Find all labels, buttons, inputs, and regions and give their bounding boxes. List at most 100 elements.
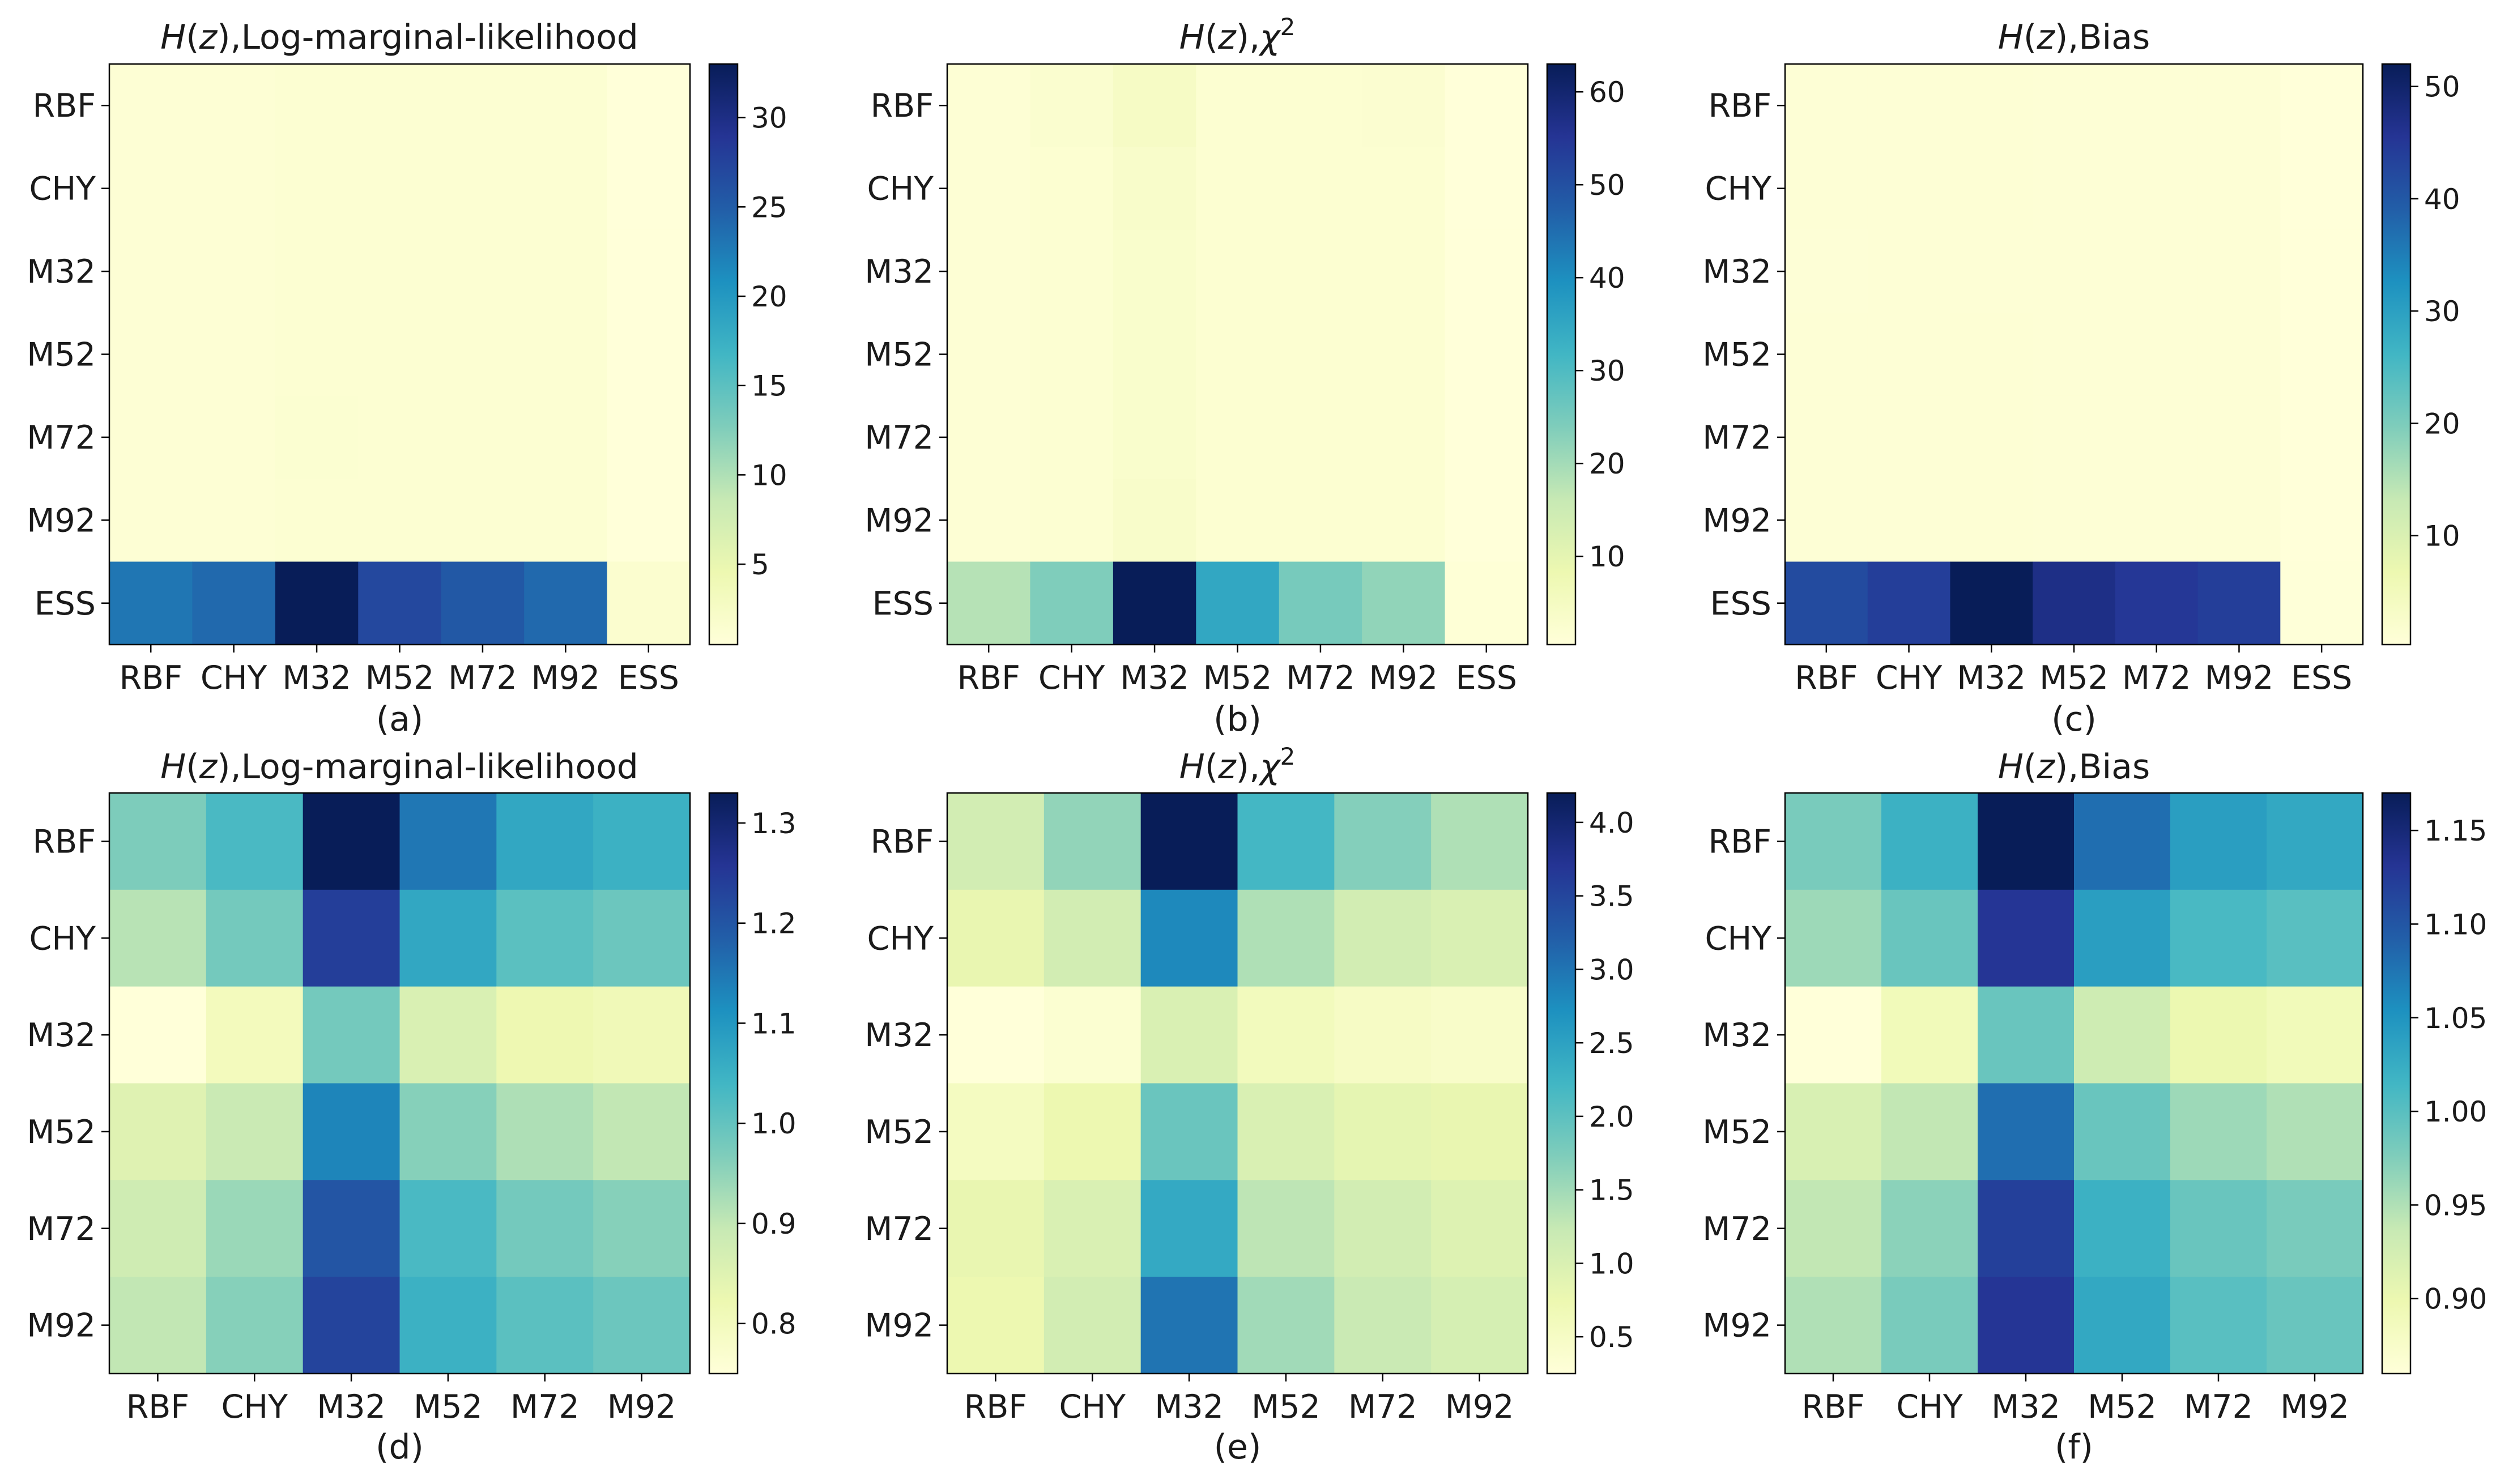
colorbar-tick-label: 0.9 [751,1208,797,1240]
heatmap-cell [1140,1180,1238,1277]
heatmap-cell [2197,479,2281,562]
heatmap-cell [1237,1277,1335,1374]
heatmap-cell [947,479,1031,562]
y-tick-label: M92 [27,502,96,539]
heatmap-cell [1113,395,1196,479]
heatmap-cell [2033,395,2116,479]
heatmap-cell [2197,229,2281,313]
heatmap-cell [192,64,276,148]
heatmap-cell [1043,793,1142,890]
x-tick-label: ESS [1456,659,1517,697]
heatmap-cell [275,147,359,231]
heatmap-cell [1196,395,1280,479]
heatmap-cell [1881,1277,1978,1374]
heatmap-cell [1196,313,1280,396]
x-tick-label: M92 [2205,659,2274,697]
heatmap-cell [1362,479,1446,562]
heatmap-cell [496,793,594,890]
heatmap-cell [1881,986,1978,1084]
heatmap-cell [947,1180,1045,1277]
heatmap-cell [1237,1180,1335,1277]
y-tick-label: M92 [1702,1307,1771,1345]
heatmap-cell [399,1083,497,1180]
heatmap-cell [947,395,1031,479]
heatmap-cell [109,147,193,231]
heatmap-cell [2074,1083,2171,1180]
x-tick-label: RBF [964,1388,1028,1426]
heatmap-cell [2280,479,2363,562]
heatmap-panel-6: RBF CHY M32 M52 M72 M92 RBF CHY M32 M52 M72 M92 H(z)… [1702,747,2487,1467]
chart-title: H(z),Log-marginal-likelihood [160,747,638,787]
heatmap-cell [2170,793,2267,890]
colorbar-tick-label: 0.8 [751,1308,797,1341]
heatmap-cell [947,64,1031,148]
heatmap-cell [1785,1277,1882,1374]
colorbar-tick-label: 30 [2424,295,2460,328]
heatmap-cell [2115,561,2199,645]
heatmap-cell [947,313,1031,396]
y-tick-label: CHY [29,920,96,957]
colorbar-tick-label: 0.95 [2424,1189,2487,1222]
heatmap-cell [947,561,1031,645]
heatmap-cell [1881,1180,1978,1277]
y-tick-label: M72 [27,1210,96,1248]
heatmap-cell [2197,395,2281,479]
x-tick-label: CHY [1059,1388,1126,1426]
heatmap-cell [1978,1277,2075,1374]
y-tick-label: M52 [864,336,934,374]
heatmap-cell [109,64,193,148]
heatmap-panel-2: RBF CHY M32 M52 M72 M92 ESS RBF CHY M32 M52 M72 M92 E… [864,13,1625,739]
heatmap-cell [1785,313,1868,396]
x-tick-label: M32 [317,1388,386,1426]
x-tick-label: M32 [1155,1388,1224,1426]
heatmap-cell [1431,889,1528,987]
heatmap-cell [1030,395,1114,479]
heatmap-cell [2033,64,2116,148]
heatmap-cell [2033,479,2116,562]
heatmap-cell [2267,1277,2363,1374]
heatmap-cell [947,793,1045,890]
heatmap-cell [303,1277,401,1374]
colorbar-tick-label: 2.0 [1589,1101,1634,1133]
heatmap-cell [2280,229,2363,313]
colorbar-tick-label: 50 [1589,169,1625,202]
colorbar-tick-label: 10 [751,459,787,492]
y-tick-label: CHY [1705,920,1772,957]
heatmap-cell [1445,395,1528,479]
colorbar [2381,792,2412,1375]
colorbar-tick-label: 40 [2424,183,2460,216]
heatmap-cell [607,64,691,148]
heatmap-cell [1279,147,1362,231]
heatmap-cell [1334,1180,1432,1277]
heatmap-cell [109,479,193,562]
heatmap-cell [2267,889,2363,987]
heatmap-cell [1445,561,1528,645]
heatmap-cell [109,1083,207,1180]
colorbar-tick-label: 20 [2424,407,2460,440]
panel-label: (f) [2055,1427,2093,1467]
heatmap-cell [1030,147,1114,231]
heatmap-cell [947,1277,1045,1374]
y-tick-label: M72 [1702,419,1771,457]
heatmap-cell [1978,889,2075,987]
heatmap-cell [399,889,497,987]
x-tick-label: RBF [119,659,182,697]
heatmap-cell [607,229,691,313]
heatmap-cell [1030,561,1114,645]
x-tick-label: CHY [201,659,267,697]
heatmap-cell [524,229,608,313]
heatmap-cell [524,64,608,148]
colorbar-tick-label: 1.5 [1589,1174,1634,1207]
heatmap-cell [1950,561,2033,645]
heatmap-cell [1362,395,1446,479]
heatmap-cell [303,986,401,1084]
heatmap-cell [275,64,359,148]
heatmap-cell [303,1180,401,1277]
heatmap-cell [1978,1083,2075,1180]
heatmap-cell [1113,479,1196,562]
heatmap-cell [2074,793,2171,890]
heatmap-cell [399,986,497,1084]
y-tick-label: M72 [864,419,934,457]
heatmap-cell [1867,395,1951,479]
heatmap-cell [2170,986,2267,1084]
